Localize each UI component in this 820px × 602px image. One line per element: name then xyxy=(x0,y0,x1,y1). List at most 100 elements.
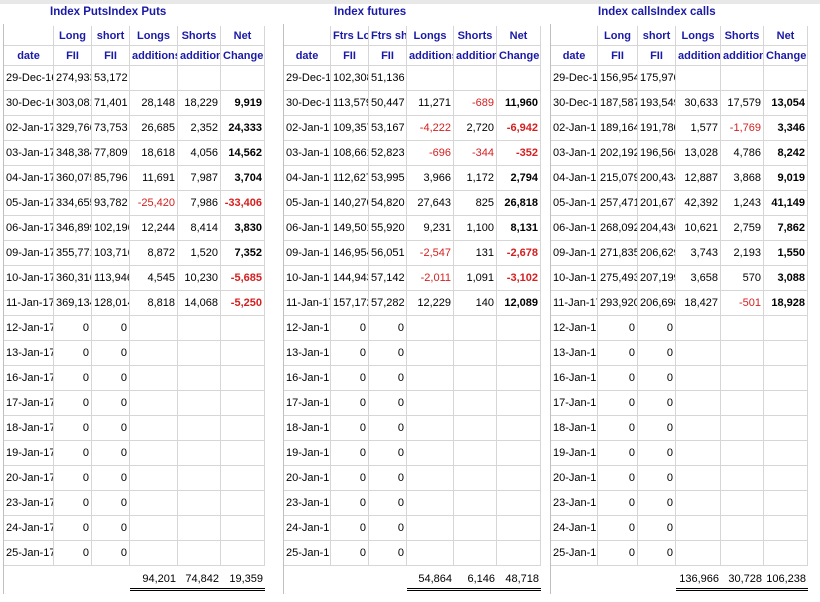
cell-shorts-additions[interactable] xyxy=(454,441,497,466)
cell-date[interactable]: 12-Jan-17 xyxy=(551,316,598,341)
cell-date[interactable]: 09-Jan-17 xyxy=(551,241,598,266)
cell-shorts-additions[interactable]: 4,056 xyxy=(178,141,221,166)
cell-short-fii[interactable]: 0 xyxy=(92,341,130,366)
cell-short-fii[interactable]: 50,447 xyxy=(369,91,407,116)
cell-longs-additions[interactable] xyxy=(130,441,178,466)
cell-net-change[interactable]: 11,960 xyxy=(497,91,541,116)
cell-longs-additions[interactable]: -696 xyxy=(407,141,454,166)
cell-date[interactable]: 09-Jan-17 xyxy=(284,241,331,266)
cell-date[interactable]: 16-Jan-17 xyxy=(4,366,54,391)
cell-long-fii[interactable]: 268,092 xyxy=(598,216,638,241)
cell-net-change[interactable] xyxy=(764,516,808,541)
cell-long-fii[interactable]: 334,655 xyxy=(54,191,92,216)
cell-date[interactable]: 11-Jan-17 xyxy=(284,291,331,316)
cell-shorts-additions[interactable] xyxy=(178,341,221,366)
cell-net-change[interactable] xyxy=(497,366,541,391)
cell-short-fii[interactable]: 0 xyxy=(638,541,676,566)
cell-long-fii[interactable]: 0 xyxy=(54,316,92,341)
cell-net-change[interactable] xyxy=(221,416,265,441)
cell-date[interactable]: 03-Jan-17 xyxy=(4,141,54,166)
cell-long-fii[interactable]: 348,384 xyxy=(54,141,92,166)
total-longs-additions[interactable]: 54,864 xyxy=(407,567,454,591)
cell-long-fii[interactable]: 0 xyxy=(54,466,92,491)
cell-longs-additions[interactable]: -2,011 xyxy=(407,266,454,291)
cell-longs-additions[interactable] xyxy=(407,66,454,91)
cell-shorts-additions[interactable]: 1,172 xyxy=(454,166,497,191)
cell-short-fii[interactable]: 71,401 xyxy=(92,91,130,116)
cell-date[interactable]: 30-Dec-16 xyxy=(4,91,54,116)
cell-date[interactable]: 17-Jan-17 xyxy=(551,391,598,416)
cell-longs-additions[interactable] xyxy=(130,391,178,416)
cell-longs-additions[interactable] xyxy=(130,316,178,341)
cell-long-fii[interactable]: 0 xyxy=(54,491,92,516)
cell-longs-additions[interactable]: 4,545 xyxy=(130,266,178,291)
total-longs-additions[interactable]: 136,966 xyxy=(676,567,721,591)
cell-long-fii[interactable]: 215,079 xyxy=(598,166,638,191)
cell-date[interactable]: 19-Jan-17 xyxy=(551,441,598,466)
cell-short-fii[interactable]: 0 xyxy=(369,341,407,366)
cell-short-fii[interactable]: 77,809 xyxy=(92,141,130,166)
cell-shorts-additions[interactable] xyxy=(721,491,764,516)
cell-net-change[interactable]: 14,562 xyxy=(221,141,265,166)
cell-longs-additions[interactable]: 1,577 xyxy=(676,116,721,141)
cell-short-fii[interactable]: 0 xyxy=(92,366,130,391)
cell-date[interactable]: 18-Jan-17 xyxy=(284,416,331,441)
cell-short-fii[interactable]: 206,629 xyxy=(638,241,676,266)
cell-date[interactable]: 06-Jan-17 xyxy=(551,216,598,241)
cell-short-fii[interactable]: 93,782 xyxy=(92,191,130,216)
cell-shorts-additions[interactable]: -1,769 xyxy=(721,116,764,141)
cell-shorts-additions[interactable] xyxy=(721,516,764,541)
cell-net-change[interactable] xyxy=(764,66,808,91)
cell-long-fii[interactable]: 189,164 xyxy=(598,116,638,141)
cell-net-change[interactable] xyxy=(221,541,265,566)
cell-shorts-additions[interactable] xyxy=(721,341,764,366)
cell-long-fii[interactable]: 0 xyxy=(598,391,638,416)
cell-date[interactable]: 10-Jan-17 xyxy=(284,266,331,291)
cell-shorts-additions[interactable] xyxy=(178,491,221,516)
cell-net-change[interactable]: 7,352 xyxy=(221,241,265,266)
cell-net-change[interactable] xyxy=(497,316,541,341)
cell-date[interactable]: 16-Jan-17 xyxy=(284,366,331,391)
cell-long-fii[interactable]: 0 xyxy=(331,441,369,466)
cell-short-fii[interactable]: 0 xyxy=(92,491,130,516)
cell-date[interactable]: 09-Jan-17 xyxy=(4,241,54,266)
cell-short-fii[interactable]: 103,716 xyxy=(92,241,130,266)
cell-shorts-additions[interactable]: 1,520 xyxy=(178,241,221,266)
cell-date[interactable]: 18-Jan-17 xyxy=(551,416,598,441)
cell-shorts-additions[interactable] xyxy=(454,391,497,416)
cell-net-change[interactable]: 3,346 xyxy=(764,116,808,141)
cell-date[interactable]: 10-Jan-17 xyxy=(551,266,598,291)
cell-long-fii[interactable]: 146,954 xyxy=(331,241,369,266)
cell-longs-additions[interactable] xyxy=(130,516,178,541)
cell-shorts-additions[interactable] xyxy=(178,391,221,416)
cell-longs-additions[interactable] xyxy=(407,366,454,391)
total-net-change[interactable]: 106,238 xyxy=(764,567,808,591)
cell-net-change[interactable]: -5,250 xyxy=(221,291,265,316)
cell-date[interactable]: 04-Jan-17 xyxy=(284,166,331,191)
cell-net-change[interactable]: 9,019 xyxy=(764,166,808,191)
cell-date[interactable]: 12-Jan-17 xyxy=(4,316,54,341)
cell-longs-additions[interactable] xyxy=(676,66,721,91)
cell-long-fii[interactable]: 293,920 xyxy=(598,291,638,316)
cell-shorts-additions[interactable] xyxy=(721,416,764,441)
cell-short-fii[interactable]: 0 xyxy=(92,316,130,341)
cell-shorts-additions[interactable]: -501 xyxy=(721,291,764,316)
cell-short-fii[interactable]: 0 xyxy=(369,391,407,416)
cell-date[interactable]: 13-Jan-17 xyxy=(551,341,598,366)
cell-date[interactable]: 03-Jan-17 xyxy=(551,141,598,166)
cell-longs-additions[interactable]: 12,887 xyxy=(676,166,721,191)
cell-shorts-additions[interactable]: 2,759 xyxy=(721,216,764,241)
cell-date[interactable]: 10-Jan-17 xyxy=(4,266,54,291)
cell-long-fii[interactable]: 274,933 xyxy=(54,66,92,91)
cell-short-fii[interactable]: 0 xyxy=(638,441,676,466)
cell-short-fii[interactable]: 73,753 xyxy=(92,116,130,141)
cell-long-fii[interactable]: 0 xyxy=(598,466,638,491)
cell-short-fii[interactable]: 0 xyxy=(92,516,130,541)
cell-net-change[interactable]: 1,550 xyxy=(764,241,808,266)
cell-long-fii[interactable]: 0 xyxy=(54,416,92,441)
cell-long-fii[interactable]: 355,771 xyxy=(54,241,92,266)
cell-longs-additions[interactable] xyxy=(676,316,721,341)
cell-shorts-additions[interactable] xyxy=(721,316,764,341)
cell-date[interactable]: 19-Jan-17 xyxy=(4,441,54,466)
cell-longs-additions[interactable] xyxy=(130,66,178,91)
